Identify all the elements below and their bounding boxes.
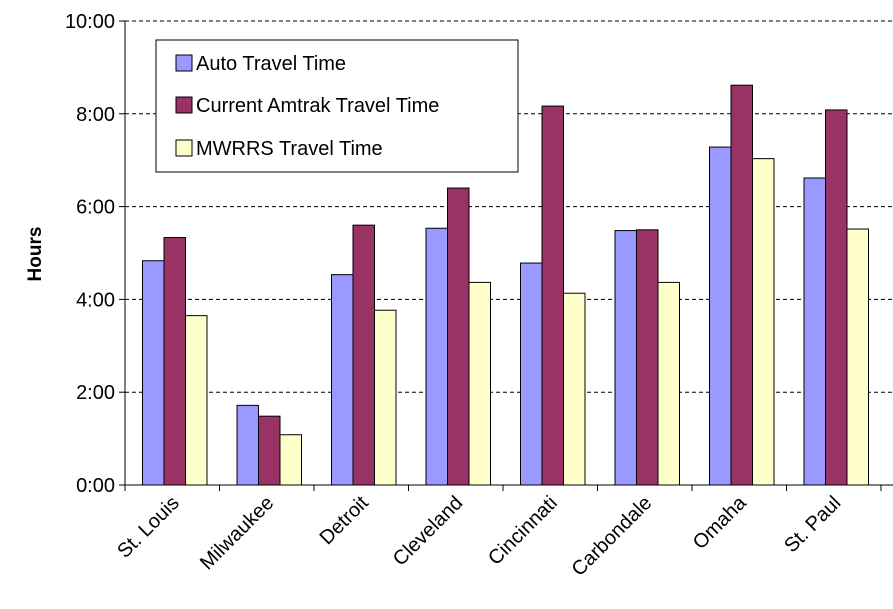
- bar: [279, 434, 302, 486]
- x-tick-label: St. Paul: [780, 492, 845, 557]
- bar: [468, 281, 491, 486]
- bar: [636, 229, 659, 486]
- bar: [236, 404, 259, 486]
- legend-swatch: [175, 139, 193, 157]
- bars: [142, 84, 869, 486]
- legend-label: Auto Travel Time: [196, 53, 346, 75]
- axes: [119, 20, 893, 491]
- bar: [374, 309, 397, 486]
- bar: [425, 227, 448, 486]
- x-tick-label: Detroit: [316, 492, 374, 550]
- legend: Auto Travel Time Current Amtrak Travel Ti…: [155, 39, 519, 173]
- legend-label: Current Amtrak Travel Time: [196, 95, 439, 117]
- x-tick-label: Milwaukee: [196, 492, 278, 574]
- x-tick-label: Carbondale: [568, 492, 657, 581]
- bar: [352, 224, 375, 486]
- bar: [752, 158, 775, 486]
- x-tick-label: Omaha: [689, 491, 752, 554]
- bar: [541, 105, 564, 486]
- bar: [846, 228, 869, 486]
- y-axis-title: Hours: [25, 227, 46, 282]
- bar: [709, 146, 732, 486]
- x-tick-label: Cincinnati: [484, 492, 562, 570]
- bar: [614, 230, 637, 486]
- y-tick-label: 8:00: [76, 104, 115, 126]
- bar: [803, 177, 826, 486]
- bar: [657, 281, 680, 486]
- y-tick-labels: 0:00 2:00 4:00 6:00 8:00 10:00: [65, 11, 115, 497]
- y-tick-label: 6:00: [76, 197, 115, 219]
- bar: [825, 109, 848, 486]
- legend-swatch: [175, 54, 193, 72]
- bar: [730, 84, 753, 486]
- bar: [331, 274, 354, 486]
- bar: [185, 315, 208, 486]
- bar: [447, 187, 470, 486]
- x-tick-label: Cleveland: [389, 492, 467, 570]
- legend-label: MWRRS Travel Time: [196, 138, 383, 160]
- y-tick-label: 2:00: [76, 382, 115, 404]
- bar: [142, 260, 165, 486]
- y-tick-label: 4:00: [76, 289, 115, 311]
- bar: [563, 292, 586, 486]
- legend-box: [155, 39, 519, 173]
- y-tick-label: 10:00: [65, 11, 115, 33]
- legend-swatch: [175, 96, 193, 114]
- bar: [258, 415, 281, 486]
- bar: [163, 237, 186, 486]
- bar: [520, 262, 543, 486]
- y-tick-label: 0:00: [76, 475, 115, 497]
- x-tick-label: St. Louis: [113, 492, 184, 563]
- x-tick-labels: St. Louis Milwaukee Detroit Cleveland Cincin…: [113, 491, 845, 580]
